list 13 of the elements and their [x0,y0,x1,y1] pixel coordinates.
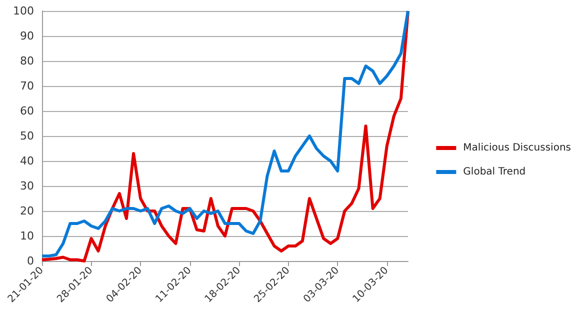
legend-label: Malicious Discussions [463,142,572,154]
y-tick-label: 30 [20,180,34,192]
y-tick-label: 90 [20,30,34,42]
y-tick-label: 10 [20,230,34,242]
y-tick-label: 0 [27,254,34,268]
y-tick-label: 100 [13,4,34,18]
legend-label: Global Trend [463,166,526,178]
y-tick-label: 70 [20,80,34,92]
y-tick-label: 80 [20,54,34,68]
y-tick-label: 40 [20,154,34,168]
y-tick-label: 50 [20,130,34,142]
y-tick-label: 20 [20,204,34,218]
y-tick-label: 60 [20,104,34,118]
